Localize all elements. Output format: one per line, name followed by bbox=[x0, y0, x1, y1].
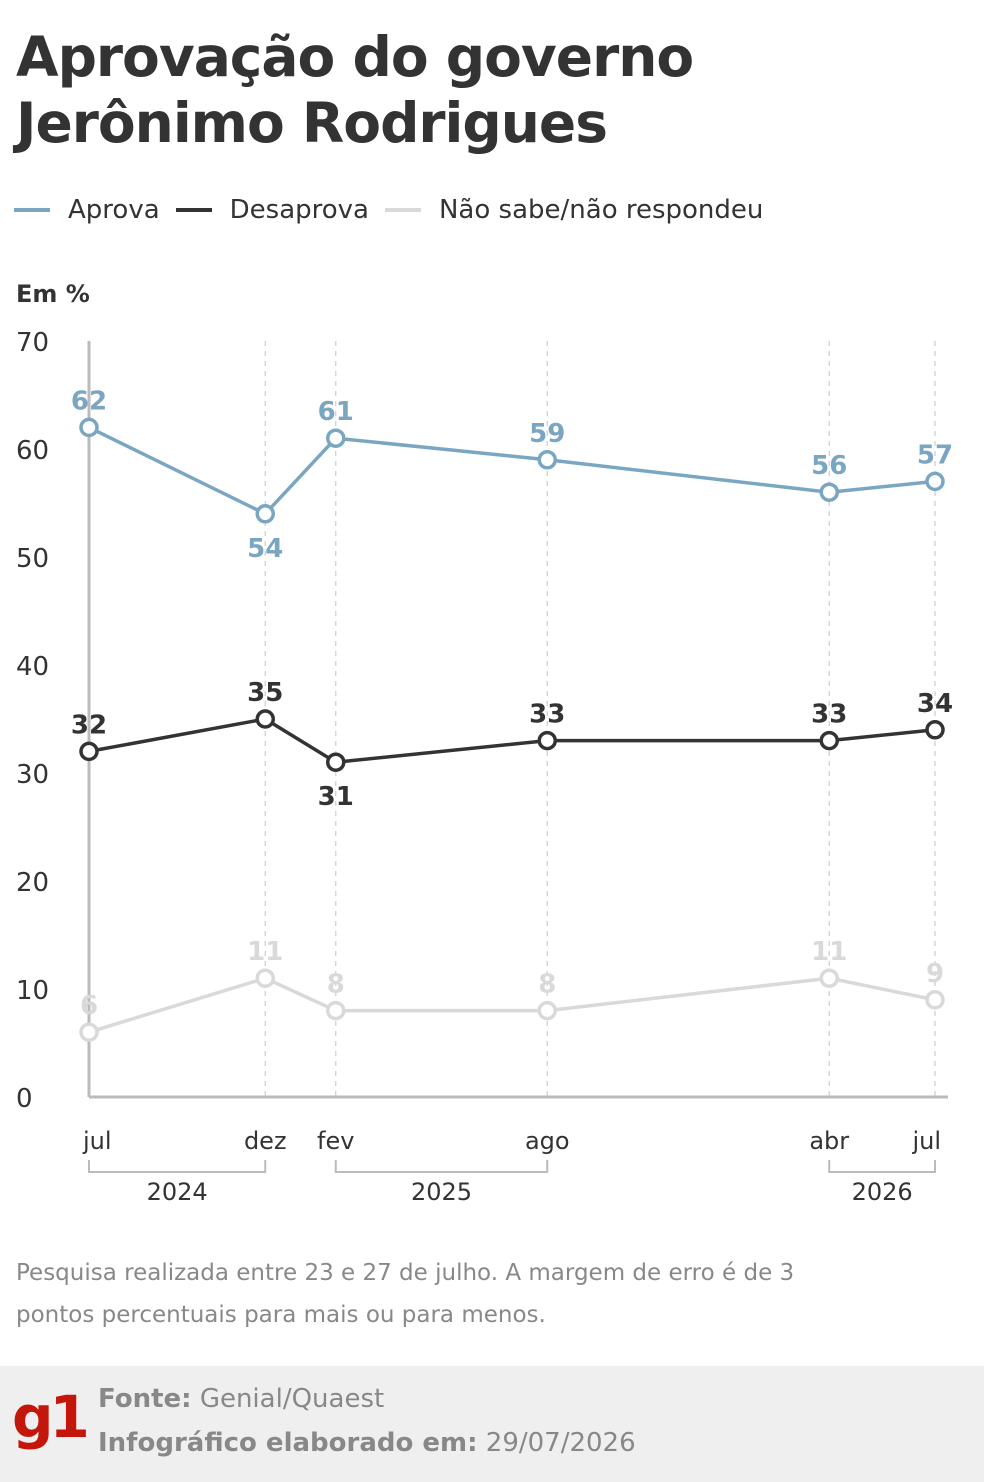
g1-logo: g1 bbox=[12, 1383, 90, 1451]
x-tick-label: abr bbox=[809, 1127, 849, 1155]
legend: Aprova Desaprova Não sabe/não respondeu bbox=[14, 190, 779, 230]
data-point bbox=[255, 709, 275, 729]
data-point bbox=[819, 968, 839, 988]
x-tick-label: ago bbox=[525, 1127, 570, 1155]
source-line: Fonte: Genial/Quaest bbox=[98, 1384, 384, 1414]
data-label: 8 bbox=[538, 970, 556, 1000]
y-tick-label: 20 bbox=[16, 868, 49, 898]
data-label: 54 bbox=[247, 534, 283, 564]
data-point bbox=[537, 1000, 557, 1021]
year-bracket-2026 bbox=[828, 1160, 936, 1173]
data-label: 8 bbox=[327, 970, 345, 1000]
x-tick-label: jul bbox=[911, 1127, 941, 1155]
legend-item-desaprova: Desaprova bbox=[175, 195, 369, 225]
legend-item-nao-sabe: Não sabe/não respondeu bbox=[384, 195, 764, 225]
source-label: Fonte: bbox=[98, 1384, 192, 1414]
legend-swatch-aprova bbox=[14, 208, 50, 212]
data-point bbox=[326, 752, 346, 772]
legend-label-nao-sabe: Não sabe/não respondeu bbox=[438, 195, 764, 225]
data-label: 59 bbox=[529, 419, 565, 449]
y-tick-label: 0 bbox=[16, 1084, 33, 1114]
data-label: 57 bbox=[917, 440, 953, 470]
y-tick-label: 50 bbox=[16, 544, 49, 574]
data-point bbox=[326, 428, 346, 448]
data-point bbox=[79, 417, 99, 438]
data-label: 9 bbox=[926, 959, 944, 989]
legend-item-aprova: Aprova bbox=[14, 195, 160, 225]
series-line-1 bbox=[88, 717, 936, 764]
data-point bbox=[819, 482, 839, 502]
data-label: 11 bbox=[811, 937, 847, 967]
legend-swatch-nao-sabe bbox=[384, 208, 421, 212]
data-point bbox=[537, 450, 557, 470]
series-line-0 bbox=[88, 425, 936, 516]
chart-title: Aprovação do governo Jerônimo Rodrigues bbox=[16, 24, 966, 156]
date-line: Infográfico elaborado em: 29/07/2026 bbox=[98, 1428, 636, 1458]
data-label: 56 bbox=[811, 451, 847, 481]
data-point bbox=[819, 730, 839, 751]
year-label: 2025 bbox=[411, 1178, 472, 1206]
data-point bbox=[255, 968, 275, 988]
data-point bbox=[925, 471, 945, 492]
data-label: 33 bbox=[529, 700, 565, 730]
data-label: 35 bbox=[247, 678, 283, 708]
data-label: 34 bbox=[917, 689, 953, 719]
legend-label-aprova: Aprova bbox=[68, 195, 160, 225]
series-line-2 bbox=[88, 976, 936, 1034]
data-label: 62 bbox=[71, 386, 107, 416]
data-point bbox=[925, 990, 945, 1010]
date-value: 29/07/2026 bbox=[485, 1428, 636, 1458]
x-tick-label: jul bbox=[82, 1127, 112, 1155]
line-chart: 0 10 20 30 40 50 60 70 jul dez fev ago abr jul 2024 202… bbox=[16, 328, 953, 1206]
data-point bbox=[326, 1000, 346, 1021]
legend-swatch-desaprova bbox=[175, 208, 212, 212]
data-point bbox=[537, 730, 557, 751]
data-point bbox=[79, 1022, 99, 1042]
title-line-1: Aprovação do governo bbox=[16, 25, 694, 89]
year-label: 2024 bbox=[147, 1178, 208, 1206]
year-bracket-2025 bbox=[334, 1160, 549, 1173]
data-label: 32 bbox=[71, 710, 107, 740]
data-label: 31 bbox=[318, 782, 354, 812]
y-tick-label: 30 bbox=[16, 760, 49, 790]
data-label: 11 bbox=[247, 937, 283, 967]
legend-label-desaprova: Desaprova bbox=[229, 195, 369, 225]
source-value: Genial/Quaest bbox=[199, 1384, 385, 1414]
y-tick-label: 40 bbox=[16, 652, 49, 682]
year-label: 2026 bbox=[852, 1178, 913, 1206]
x-tick-label: fev bbox=[317, 1127, 354, 1155]
year-bracket-2024 bbox=[88, 1160, 267, 1173]
data-point bbox=[79, 741, 99, 762]
x-tick-label: dez bbox=[244, 1127, 287, 1155]
unit-label: Em % bbox=[16, 280, 90, 308]
title-line-2: Jerônimo Rodrigues bbox=[16, 91, 608, 155]
y-tick-label: 60 bbox=[16, 436, 49, 466]
footer: g1 Fonte: Genial/Quaest Infográfico elab… bbox=[0, 1366, 984, 1482]
date-label: Infográfico elaborado em: bbox=[98, 1428, 478, 1458]
y-tick-label: 10 bbox=[16, 976, 49, 1006]
methodology-note: Pesquisa realizada entre 23 e 27 de julh… bbox=[16, 1260, 795, 1328]
data-point bbox=[255, 504, 275, 524]
data-point bbox=[925, 720, 945, 740]
data-label: 61 bbox=[318, 397, 354, 427]
data-label: 33 bbox=[811, 700, 847, 730]
y-tick-label: 70 bbox=[16, 328, 49, 358]
data-label: 6 bbox=[80, 991, 98, 1021]
